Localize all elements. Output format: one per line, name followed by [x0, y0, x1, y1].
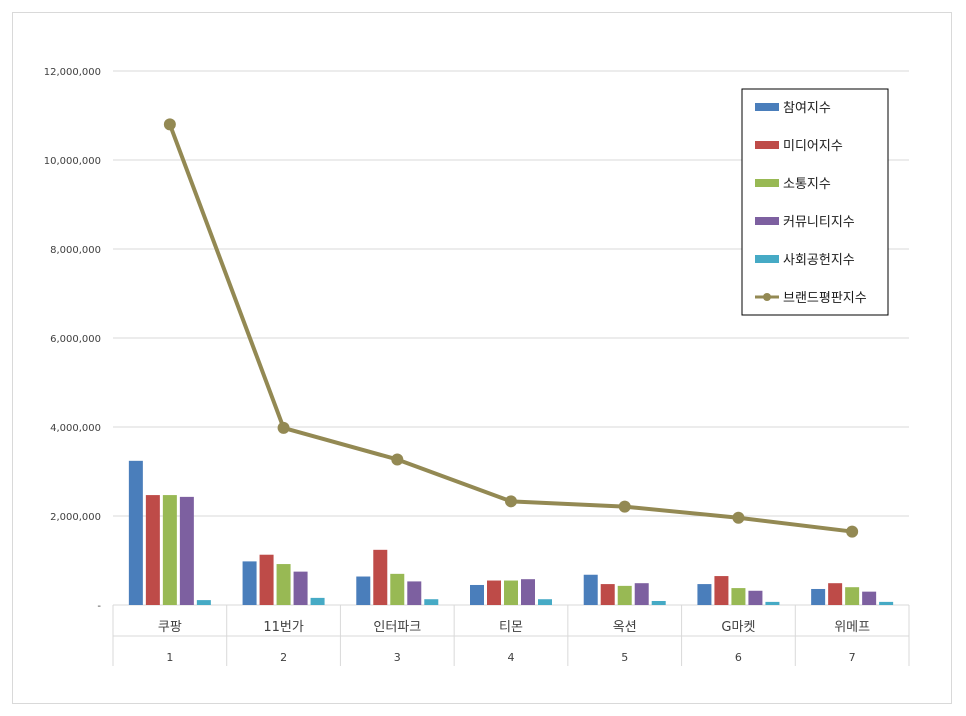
legend-swatch	[755, 103, 779, 111]
legend-label: 참여지수	[783, 101, 831, 116]
x-axis-labels: 쿠팡 1 11번가 2 인터파크 3 티몬 4 옥션 5 G마켓 6 위메프 7	[158, 620, 870, 664]
category-number: 2	[280, 651, 287, 664]
bar	[521, 579, 535, 605]
category-number: 3	[394, 651, 401, 664]
bar	[651, 600, 666, 605]
bar	[276, 564, 291, 605]
y-tick-label: 12,000,000	[44, 67, 101, 78]
bar	[424, 599, 439, 605]
y-tick-label: -	[97, 601, 101, 612]
bar	[128, 460, 143, 605]
bar	[538, 599, 552, 605]
category-number: 1	[166, 651, 173, 664]
y-tick-label: 6,000,000	[50, 334, 101, 345]
bar	[407, 581, 422, 605]
bar	[765, 601, 780, 605]
line-point	[277, 421, 290, 434]
bar	[862, 591, 877, 605]
bar	[634, 583, 649, 605]
bar	[487, 580, 501, 605]
category-label: 티몬	[499, 620, 523, 635]
category-label: 11번가	[263, 620, 304, 635]
bar	[259, 554, 274, 605]
category-label: 위메프	[834, 620, 870, 635]
bar	[162, 495, 177, 605]
bar	[504, 580, 518, 605]
y-tick-label: 8,000,000	[50, 245, 101, 256]
bar	[310, 597, 325, 605]
legend-swatch	[755, 179, 779, 187]
bar	[748, 590, 763, 605]
bar	[600, 584, 615, 605]
line-point	[846, 525, 859, 538]
line-point	[163, 118, 176, 131]
bar	[373, 549, 388, 605]
category-label: G마켓	[721, 620, 755, 635]
bar	[697, 584, 712, 605]
bar	[196, 600, 211, 605]
legend-swatch	[755, 217, 779, 225]
legend-label: 사회공헌지수	[783, 253, 855, 268]
bar	[583, 574, 598, 605]
y-tick-label: 2,000,000	[50, 512, 101, 523]
category-number: 6	[735, 651, 742, 664]
legend-label: 커뮤니티지수	[783, 215, 855, 230]
y-axis-ticks: - 2,000,000 4,000,000 6,000,000 8,000,000 10,…	[44, 67, 102, 612]
bar	[828, 583, 843, 605]
category-number: 4	[508, 651, 515, 664]
bar	[390, 573, 405, 605]
bars	[128, 460, 894, 605]
category-label: 인터파크	[373, 620, 421, 635]
bar	[879, 601, 894, 605]
category-label: 옥션	[613, 620, 637, 635]
y-tick-label: 4,000,000	[50, 423, 101, 434]
category-number: 7	[849, 651, 856, 664]
bar	[179, 496, 194, 605]
legend-swatch	[755, 141, 779, 149]
grid-layer	[113, 70, 909, 517]
bar	[617, 585, 632, 605]
brand-line	[163, 118, 859, 538]
y-tick-label: 10,000,000	[44, 156, 101, 167]
bar	[145, 495, 160, 605]
bar	[356, 576, 371, 605]
category-label: 쿠팡	[158, 620, 182, 635]
bar	[811, 588, 826, 605]
legend-label: 브랜드평판지수	[783, 291, 867, 306]
legend-box	[741, 88, 889, 316]
bar	[293, 571, 308, 605]
line-point	[391, 453, 404, 466]
bar	[470, 584, 484, 605]
legend-swatch	[755, 255, 779, 263]
bar	[845, 587, 860, 605]
legend-label: 소통지수	[783, 177, 831, 192]
line-point	[732, 511, 745, 524]
bar	[731, 588, 746, 605]
bar	[714, 576, 729, 605]
category-number: 5	[621, 651, 628, 664]
line-point	[505, 495, 517, 508]
line-point	[618, 500, 631, 513]
legend-marker	[763, 293, 771, 301]
bar	[242, 561, 257, 605]
legend-label: 미디어지수	[783, 139, 843, 154]
